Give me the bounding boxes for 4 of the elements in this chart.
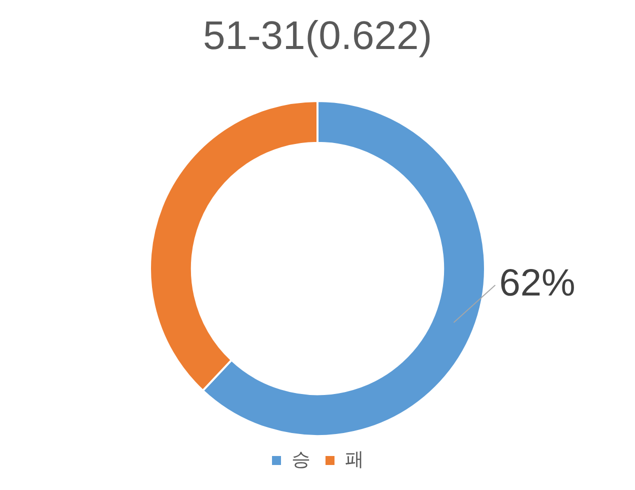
data-label: 62% [499, 262, 576, 305]
chart-title: 51-31(0.622) [202, 14, 432, 58]
legend-label: 승 [292, 448, 310, 470]
legend-label: 패 [345, 448, 364, 470]
